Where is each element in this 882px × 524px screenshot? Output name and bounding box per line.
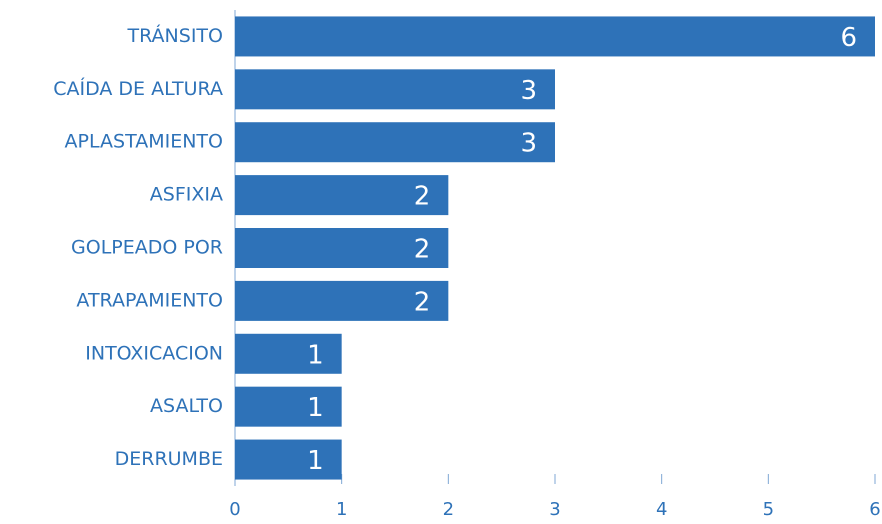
data-label: 6 [840,23,857,53]
bar [235,122,555,163]
data-label: 1 [307,393,324,423]
x-tick-label: 2 [443,499,454,520]
data-label: 2 [414,235,431,265]
y-tick-label: GOLPEADO POR [71,237,223,259]
y-tick-label: DERRUMBE [115,448,223,470]
y-tick-label: ATRAPAMIENTO [76,289,223,311]
y-tick-label: CAÍDA DE ALTURA [53,77,223,100]
y-tick-label: APLASTAMIENTO [65,131,223,153]
bar [235,439,342,480]
data-label: 3 [520,76,537,106]
bar [235,333,342,374]
x-tick-label: 0 [229,499,240,520]
data-label: 3 [520,129,537,159]
x-tick-label: 5 [763,499,774,520]
x-tick-label: 6 [869,499,880,520]
bar [235,280,449,321]
x-tick-label: 4 [656,499,667,520]
bar [235,69,555,110]
bar [235,228,449,268]
data-label: 1 [307,340,324,370]
x-tick-label: 1 [336,499,347,520]
x-tick-label: 3 [549,499,560,520]
data-label: 2 [414,182,431,212]
bar [235,386,342,427]
y-tick-label: INTOXICACION [85,342,223,364]
data-label: 1 [307,446,324,476]
bar [235,175,449,216]
bar [235,16,875,57]
y-tick-label: ASALTO [150,395,223,417]
y-tick-label: ASFIXIA [150,184,223,206]
data-label: 2 [414,287,431,317]
y-tick-label: TRÁNSITO [127,24,223,47]
